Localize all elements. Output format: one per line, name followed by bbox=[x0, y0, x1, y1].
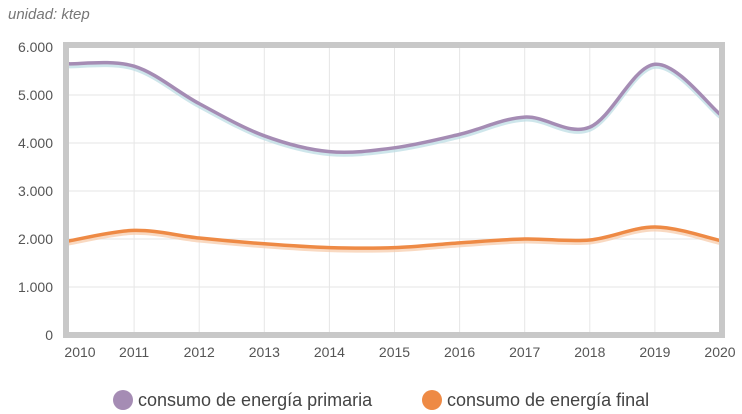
legend-swatch bbox=[422, 390, 442, 410]
y-axis-ticks: 0 1.000 2.000 3.000 4.000 5.000 6.000 bbox=[18, 39, 53, 343]
x-tick-label: 2015 bbox=[379, 344, 410, 360]
legend-label: consumo de energía primaria bbox=[138, 390, 373, 410]
series-lines bbox=[66, 60, 723, 253]
x-tick-label: 2013 bbox=[249, 344, 280, 360]
y-tick-label: 0 bbox=[45, 327, 53, 343]
grid bbox=[66, 45, 722, 335]
x-tick-label: 2011 bbox=[119, 344, 149, 360]
legend-label: consumo de energía final bbox=[447, 390, 649, 410]
y-tick-label: 5.000 bbox=[18, 87, 53, 103]
series-line bbox=[67, 60, 722, 155]
y-tick-label: 6.000 bbox=[18, 39, 53, 55]
x-tick-label: 2019 bbox=[639, 344, 670, 360]
unit-label: unidad: ktep bbox=[8, 6, 90, 23]
x-tick-label: 2018 bbox=[574, 344, 605, 360]
plot-frame bbox=[63, 42, 725, 338]
x-tick-label: 2016 bbox=[444, 344, 475, 360]
legend-item: consumo de energía final bbox=[422, 390, 649, 410]
x-tick-label: 2014 bbox=[314, 344, 345, 360]
y-tick-label: 4.000 bbox=[18, 135, 53, 151]
x-tick-label: 2010 bbox=[64, 344, 95, 360]
x-tick-label: 2017 bbox=[509, 344, 540, 360]
x-tick-label: 2012 bbox=[184, 344, 215, 360]
series-line-shadow bbox=[66, 226, 723, 253]
x-tick-label: 2020 bbox=[704, 344, 735, 360]
y-tick-label: 1.000 bbox=[18, 279, 53, 295]
legend-swatch bbox=[113, 390, 133, 410]
y-tick-label: 2.000 bbox=[18, 231, 53, 247]
y-tick-label: 3.000 bbox=[18, 183, 53, 199]
x-axis-ticks: 2010 2011 2012 2013 2014 2015 2016 2017 2018 2019… bbox=[64, 344, 735, 360]
legend: consumo de energía primaria consumo de en… bbox=[113, 390, 649, 410]
legend-item: consumo de energía primaria bbox=[113, 390, 373, 410]
